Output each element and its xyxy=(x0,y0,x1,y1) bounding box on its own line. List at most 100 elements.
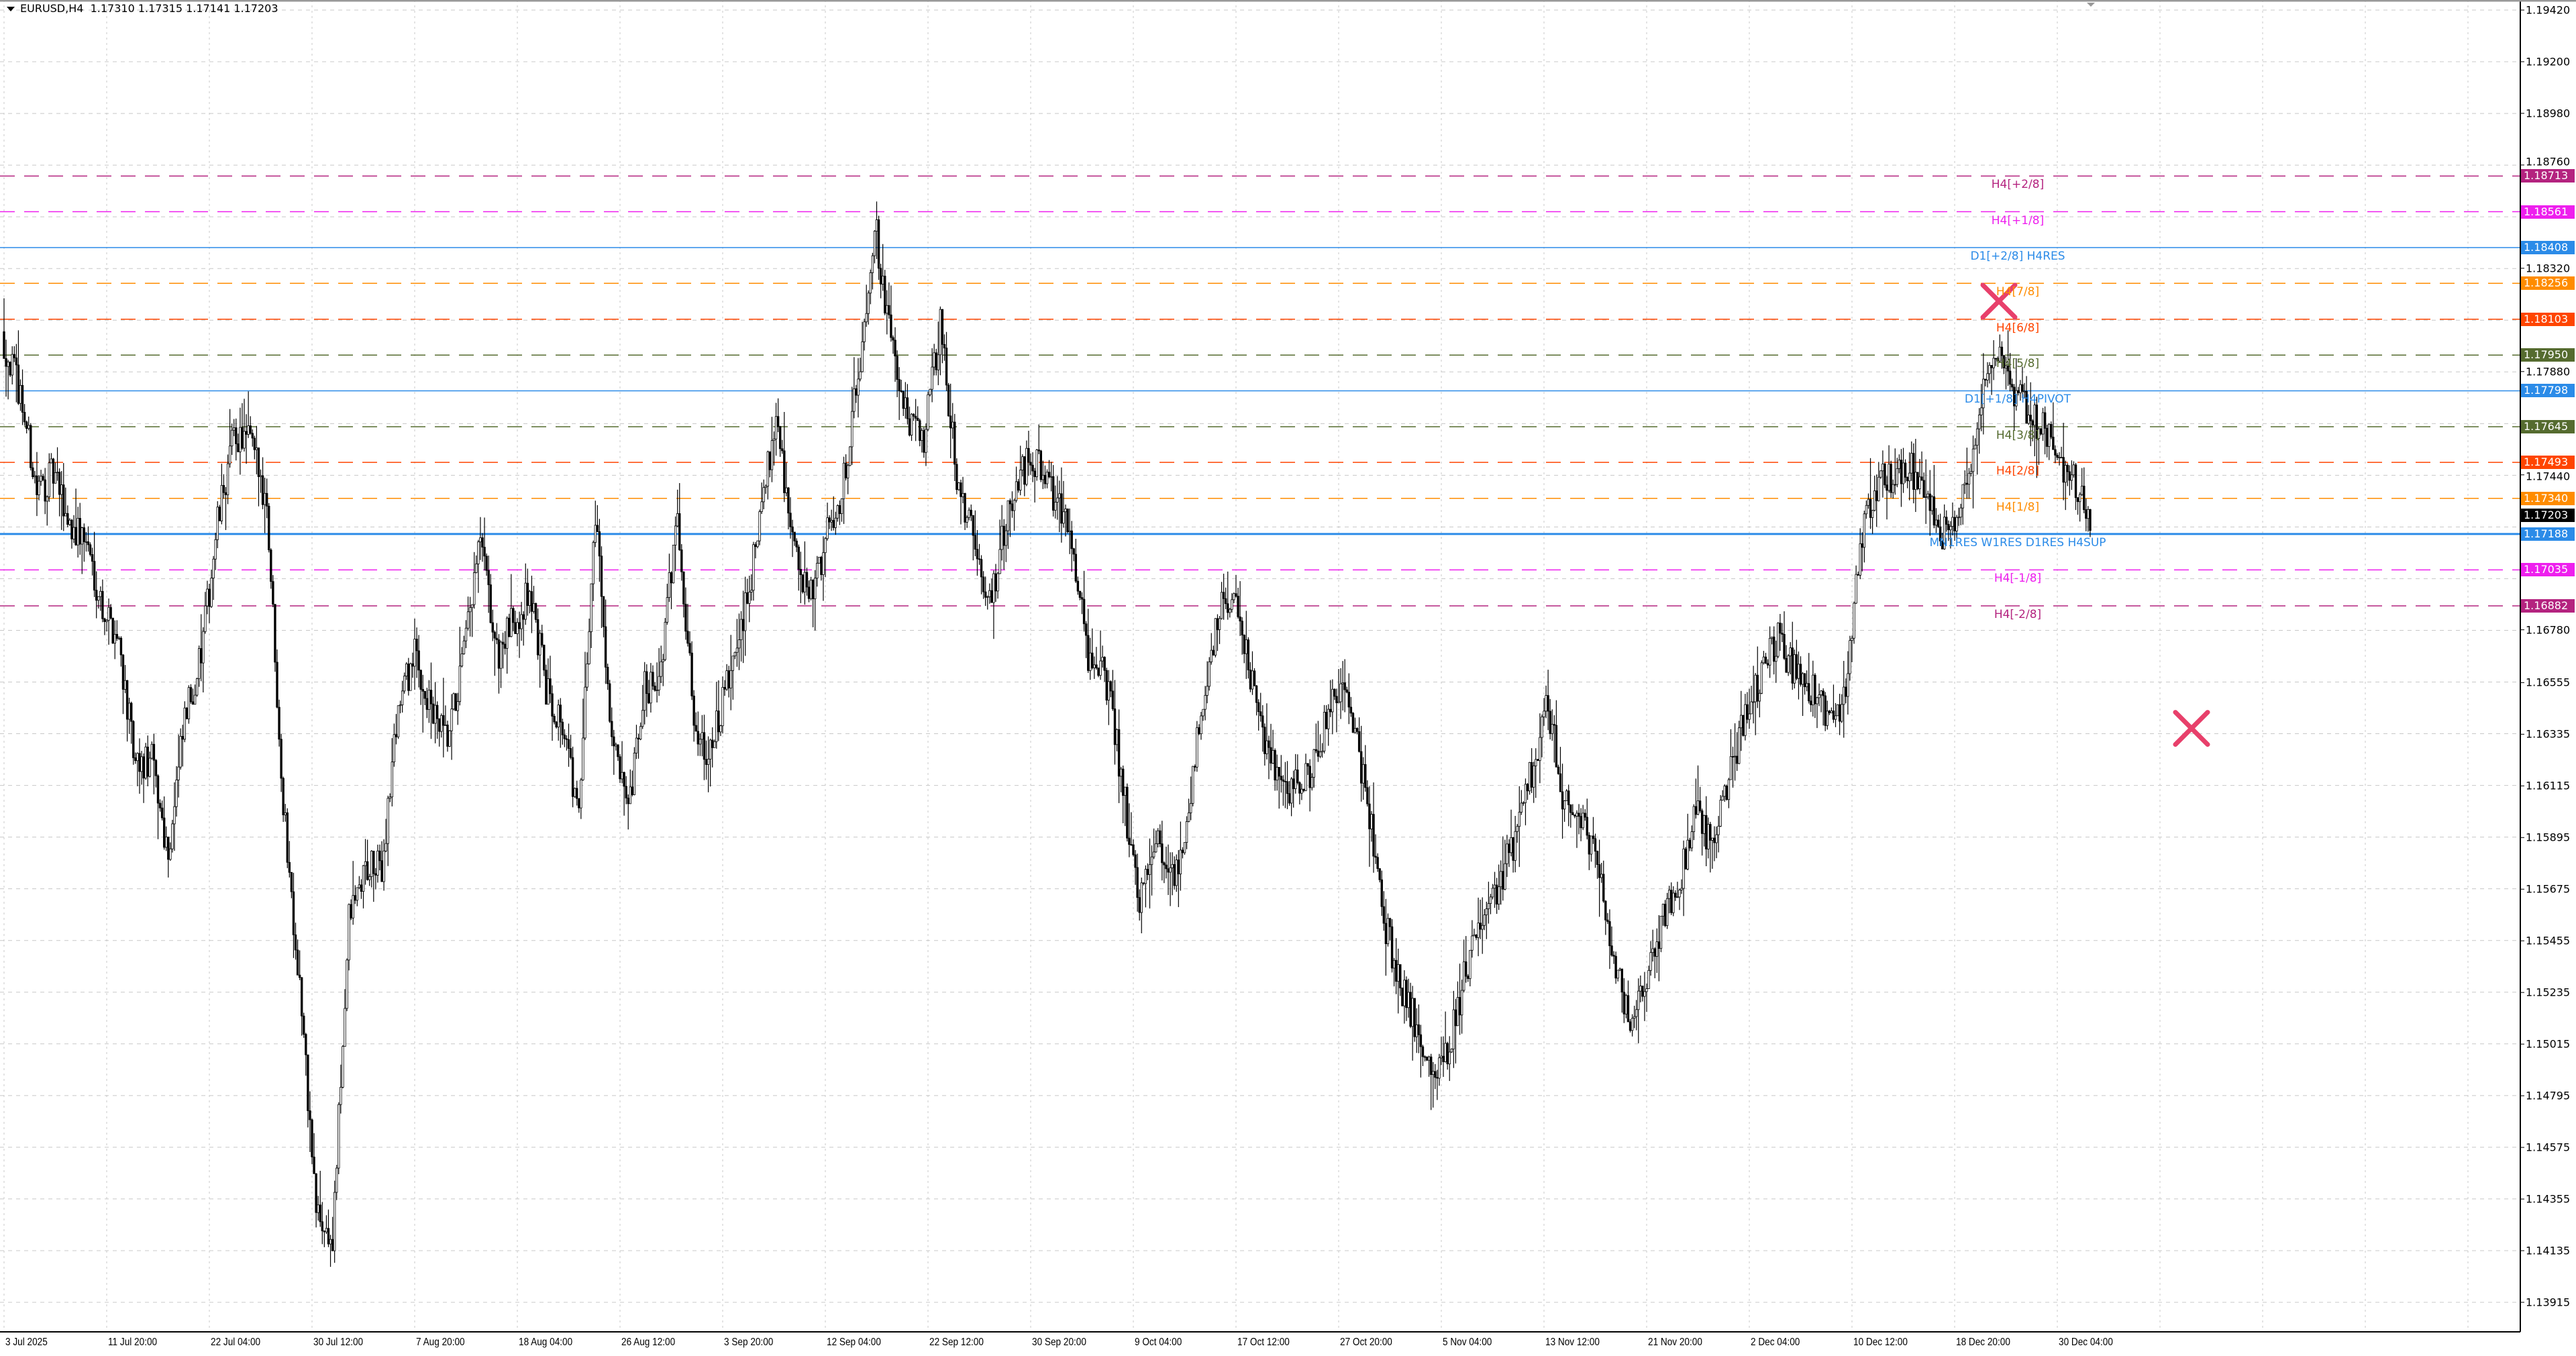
candle-bearish xyxy=(501,641,505,645)
candle-bearish xyxy=(1212,649,1215,656)
candle-bearish xyxy=(138,753,141,772)
candle-bullish xyxy=(2064,464,2067,483)
candle-bearish xyxy=(648,693,650,704)
y-tick-label: 1.15675 xyxy=(2526,882,2571,896)
candle-bearish xyxy=(218,507,221,521)
candle-bearish xyxy=(1268,740,1270,748)
candle-bullish xyxy=(668,572,671,598)
candle-bearish xyxy=(1255,685,1258,703)
candle-bearish xyxy=(923,430,925,453)
candle-bearish xyxy=(1555,725,1558,768)
candle-bullish xyxy=(1319,751,1322,757)
candle-bullish xyxy=(516,622,519,634)
level-label: H4[7/8] xyxy=(1996,285,2040,299)
candle-bearish xyxy=(296,949,299,976)
x-tick-label: 22 Jul 04:00 xyxy=(211,1337,261,1348)
candle-bearish xyxy=(58,472,61,495)
candle-bullish xyxy=(1978,415,1981,429)
candle-bullish xyxy=(2070,474,2073,481)
candle-bearish xyxy=(799,569,802,575)
candle-bullish xyxy=(338,1104,340,1169)
candle-bullish xyxy=(1493,884,1496,889)
candle-bullish xyxy=(1935,519,1938,526)
candle-bearish xyxy=(1105,670,1108,700)
candle-bullish xyxy=(1639,986,1642,992)
candle-bullish xyxy=(1148,864,1151,875)
candle-bullish xyxy=(140,756,143,772)
candle-bearish xyxy=(1043,474,1047,484)
candle-bullish xyxy=(1733,755,1737,758)
candle-bearish xyxy=(1442,1055,1445,1062)
candle-bearish xyxy=(1627,995,1630,1023)
candle-bullish xyxy=(1770,636,1773,639)
candle-bearish xyxy=(623,772,625,787)
candle-bullish xyxy=(1477,923,1480,938)
candle-bearish xyxy=(1875,490,1878,501)
candle-bullish xyxy=(456,701,459,711)
candle-bullish xyxy=(7,362,9,367)
candle-bearish xyxy=(894,340,896,357)
candle-bearish xyxy=(1735,755,1739,764)
candle-bullish xyxy=(1737,727,1741,764)
x-tick-label: 9 Oct 04:00 xyxy=(1135,1337,1182,1348)
candle-bearish xyxy=(1241,621,1243,635)
level-label: D1[+1/8] H4PIVOT xyxy=(1964,393,2071,407)
candle-bearish xyxy=(1253,670,1256,686)
candle-bullish xyxy=(56,472,59,474)
candle-bearish xyxy=(1530,762,1533,788)
candle-bearish xyxy=(1138,897,1141,913)
candle-bearish xyxy=(543,645,546,671)
candle-bearish xyxy=(245,431,248,435)
candle-bullish xyxy=(1680,888,1683,890)
y-tick-label: 1.17880 xyxy=(2526,365,2571,378)
candle-bullish xyxy=(344,1008,346,1047)
candle-bullish xyxy=(1801,673,1804,685)
level-price-badge: 1.17035 xyxy=(2521,563,2575,577)
candle-bullish xyxy=(629,786,631,804)
candle-bearish xyxy=(1401,988,1404,1006)
candle-bearish xyxy=(1810,700,1812,705)
candle-bearish xyxy=(1742,715,1745,736)
candle-bullish xyxy=(329,1239,332,1245)
candle-bearish xyxy=(1904,462,1907,478)
candle-bearish xyxy=(158,802,162,809)
candle-bearish xyxy=(1329,709,1332,713)
candle-bearish xyxy=(305,1034,307,1055)
candle-bullish xyxy=(1820,690,1822,695)
candle-bearish xyxy=(801,574,805,592)
candle-bullish xyxy=(1392,959,1396,969)
candle-bearish xyxy=(549,678,552,694)
candle-bullish xyxy=(342,1046,344,1088)
candle-bullish xyxy=(538,633,542,656)
candle-bearish xyxy=(1165,864,1168,870)
candle-bearish xyxy=(261,475,264,505)
candle-bearish xyxy=(1364,764,1367,788)
candle-bearish xyxy=(1278,767,1280,777)
candle-bearish xyxy=(251,433,254,439)
candle-bullish xyxy=(169,848,172,860)
cross-marker-icon xyxy=(1980,282,2018,320)
candle-bearish xyxy=(1446,1043,1449,1065)
candle-bullish xyxy=(468,607,472,613)
candle-bearish xyxy=(567,739,570,749)
candle-bearish xyxy=(142,756,145,779)
candle-bullish xyxy=(1563,800,1566,810)
candle-bearish xyxy=(596,525,599,532)
candle-bearish xyxy=(1222,592,1225,599)
candle-bullish xyxy=(674,525,677,545)
candle-bearish xyxy=(2045,427,2049,447)
candle-bullish xyxy=(460,654,464,667)
candle-bullish xyxy=(1888,464,1890,491)
candle-bearish xyxy=(1413,998,1416,1037)
candle-bearish xyxy=(1134,854,1137,868)
candle-bullish xyxy=(1202,709,1204,717)
candle-bullish xyxy=(193,694,197,705)
y-tick-label: 1.19200 xyxy=(2526,55,2571,68)
candle-bullish xyxy=(925,429,927,453)
candle-bearish xyxy=(1688,839,1691,849)
candle-bearish xyxy=(1023,456,1026,485)
dropdown-triangle-icon[interactable] xyxy=(7,7,15,11)
candle-bearish xyxy=(690,652,693,696)
